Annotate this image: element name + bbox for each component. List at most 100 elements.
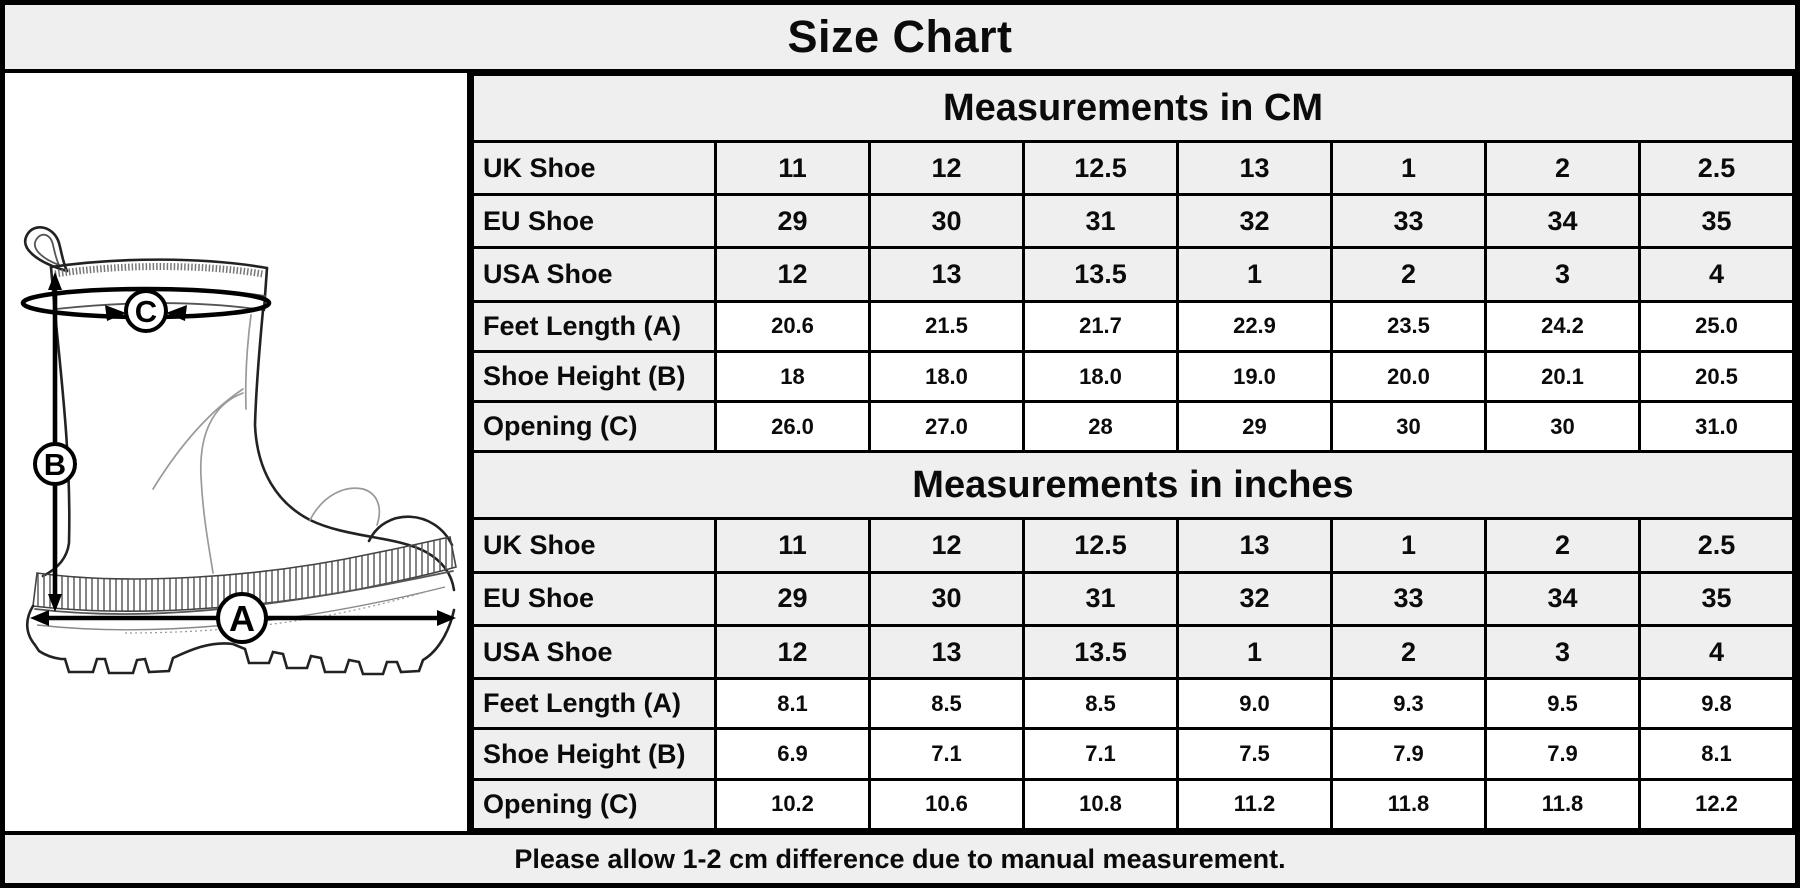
value-cell: 18 bbox=[714, 349, 871, 404]
boot-body bbox=[41, 308, 456, 592]
value-cell: 34 bbox=[1484, 193, 1641, 250]
table-row: USA Shoe 12 13 13.5 1 2 3 4 bbox=[471, 623, 1795, 681]
footer-note-bar: Please allow 1-2 cm difference due to ma… bbox=[5, 831, 1795, 883]
section-header: Measurements in inches bbox=[471, 450, 1795, 521]
value-cell: 7.1 bbox=[868, 727, 1025, 781]
value-cell: 9.0 bbox=[1176, 677, 1333, 731]
value-cell: 33 bbox=[1330, 570, 1487, 627]
value-cell: 7.9 bbox=[1484, 727, 1641, 781]
boot-pull-tab bbox=[24, 226, 69, 273]
value-cell: 31 bbox=[1022, 570, 1179, 627]
value-cell: 13 bbox=[868, 246, 1025, 303]
value-cell: 1 bbox=[1330, 139, 1487, 197]
value-cell: 4 bbox=[1638, 623, 1795, 681]
value-cell: 22.9 bbox=[1176, 299, 1333, 353]
value-cell: 30 bbox=[868, 570, 1025, 627]
value-cell: 2.5 bbox=[1638, 139, 1795, 197]
row-label: Shoe Height (B) bbox=[471, 349, 717, 404]
value-cell: 8.5 bbox=[868, 677, 1025, 731]
value-cell: 9.3 bbox=[1330, 677, 1487, 731]
measure-c: C bbox=[20, 286, 272, 333]
measure-b: B bbox=[33, 272, 77, 612]
table-row: Shoe Height (B) 6.9 7.1 7.1 7.5 7.9 7.9 8.1 bbox=[471, 727, 1795, 781]
boot-illustration: C B A bbox=[20, 226, 457, 676]
value-cell: 12.5 bbox=[1022, 517, 1179, 574]
value-cell: 10.6 bbox=[868, 777, 1025, 832]
value-cell: 10.8 bbox=[1022, 777, 1179, 832]
boot-ribbed-band bbox=[32, 536, 457, 612]
page-title: Size Chart bbox=[787, 11, 1013, 62]
row-label: Shoe Height (B) bbox=[471, 727, 717, 781]
table-row: Feet Length (A) 20.6 21.5 21.7 22.9 23.5 24.2 2… bbox=[471, 299, 1795, 353]
value-cell: 9.8 bbox=[1638, 677, 1795, 731]
value-cell: 7.1 bbox=[1022, 727, 1179, 781]
value-cell: 13 bbox=[868, 623, 1025, 681]
value-cell: 13 bbox=[1176, 139, 1333, 197]
value-cell: 12 bbox=[868, 517, 1025, 574]
value-cell: 2.5 bbox=[1638, 517, 1795, 574]
size-table: Measurements in CM UK Shoe 11 12 12.5 13 1 2 2.5… bbox=[471, 73, 1795, 832]
value-cell: 30 bbox=[868, 193, 1025, 250]
value-cell: 8.1 bbox=[714, 677, 871, 731]
row-label: Feet Length (A) bbox=[471, 677, 717, 731]
value-cell: 13.5 bbox=[1022, 246, 1179, 303]
value-cell: 7.5 bbox=[1176, 727, 1333, 781]
value-cell: 30 bbox=[1484, 400, 1641, 454]
value-cell: 3 bbox=[1484, 246, 1641, 303]
table-row: UK Shoe 11 12 12.5 13 1 2 2.5 bbox=[471, 139, 1795, 197]
value-cell: 13.5 bbox=[1022, 623, 1179, 681]
value-cell: 11.8 bbox=[1484, 777, 1641, 832]
table-row: USA Shoe 12 13 13.5 1 2 3 4 bbox=[471, 246, 1795, 303]
value-cell: 2 bbox=[1330, 246, 1487, 303]
value-cell: 20.6 bbox=[714, 299, 871, 353]
value-cell: 18.0 bbox=[868, 349, 1025, 404]
table-row: Feet Length (A) 8.1 8.5 8.5 9.0 9.3 9.5 9.8 bbox=[471, 677, 1795, 731]
value-cell: 12 bbox=[714, 623, 871, 681]
value-cell: 35 bbox=[1638, 193, 1795, 250]
value-cell: 11 bbox=[714, 517, 871, 574]
marker-b-label: B bbox=[44, 447, 66, 482]
footer-note: Please allow 1-2 cm difference due to ma… bbox=[514, 843, 1286, 874]
value-cell: 25.0 bbox=[1638, 299, 1795, 353]
value-cell: 29 bbox=[1176, 400, 1333, 454]
value-cell: 12 bbox=[868, 139, 1025, 197]
row-label: USA Shoe bbox=[471, 246, 717, 303]
title-bar: Size Chart bbox=[5, 5, 1795, 73]
value-cell: 31.0 bbox=[1638, 400, 1795, 454]
value-cell: 8.5 bbox=[1022, 677, 1179, 731]
table-row: UK Shoe 11 12 12.5 13 1 2 2.5 bbox=[471, 517, 1795, 574]
value-cell: 29 bbox=[714, 570, 871, 627]
value-cell: 2 bbox=[1330, 623, 1487, 681]
row-label: Feet Length (A) bbox=[471, 299, 717, 353]
row-label: UK Shoe bbox=[471, 139, 717, 197]
main-area: C B A bbox=[5, 73, 1795, 832]
value-cell: 21.5 bbox=[868, 299, 1025, 353]
size-table-area: Measurements in CM UK Shoe 11 12 12.5 13 1 2 2.5… bbox=[471, 73, 1795, 832]
value-cell: 24.2 bbox=[1484, 299, 1641, 353]
value-cell: 3 bbox=[1484, 623, 1641, 681]
value-cell: 11 bbox=[714, 139, 871, 197]
value-cell: 6.9 bbox=[714, 727, 871, 781]
value-cell: 31 bbox=[1022, 193, 1179, 250]
value-cell: 23.5 bbox=[1330, 299, 1487, 353]
value-cell: 11.2 bbox=[1176, 777, 1333, 832]
value-cell: 29 bbox=[714, 193, 871, 250]
value-cell: 2 bbox=[1484, 517, 1641, 574]
value-cell: 8.1 bbox=[1638, 727, 1795, 781]
value-cell: 11.8 bbox=[1330, 777, 1487, 832]
row-label: EU Shoe bbox=[471, 570, 717, 627]
value-cell: 1 bbox=[1176, 623, 1333, 681]
row-label: UK Shoe bbox=[471, 517, 717, 574]
value-cell: 21.7 bbox=[1022, 299, 1179, 353]
value-cell: 20.0 bbox=[1330, 349, 1487, 404]
value-cell: 1 bbox=[1176, 246, 1333, 303]
value-cell: 12.2 bbox=[1638, 777, 1795, 832]
table-row: EU Shoe 29 30 31 32 33 34 35 bbox=[471, 570, 1795, 627]
value-cell: 20.1 bbox=[1484, 349, 1641, 404]
row-label: Opening (C) bbox=[471, 400, 717, 454]
table-row: Shoe Height (B) 18 18.0 18.0 19.0 20.0 20.1 20.… bbox=[471, 349, 1795, 404]
row-label: USA Shoe bbox=[471, 623, 717, 681]
value-cell: 10.2 bbox=[714, 777, 871, 832]
section-header: Measurements in CM bbox=[471, 73, 1795, 143]
